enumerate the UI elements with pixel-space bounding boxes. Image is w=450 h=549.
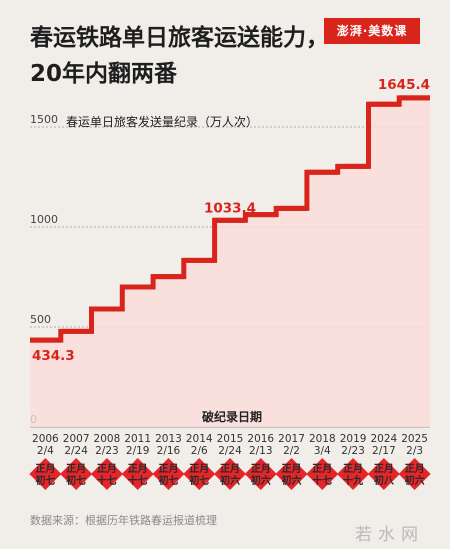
- data-source: 数据来源：根据历年铁路春运报道梳理: [30, 514, 217, 527]
- lunar-tag-bottom: 初七: [35, 474, 55, 487]
- line-layer: [30, 95, 430, 343]
- x-tick-date: 2/2: [283, 445, 300, 457]
- lunar-tag-bottom: 十七: [128, 474, 148, 487]
- x-tick-year: 2024: [370, 433, 397, 445]
- label-layer: 434.3 1033.4 1645.4: [32, 77, 430, 364]
- x-tick-year: 2015: [217, 433, 244, 445]
- lunar-tag-top: 正月: [312, 463, 332, 475]
- x-tick-date: 2/19: [126, 445, 150, 457]
- x-tick-date: 2/17: [372, 445, 396, 457]
- lunar-tag-top: 正月: [405, 463, 425, 475]
- brand-logo: 澎湃·美数课: [324, 18, 420, 44]
- x-tick-year: 2014: [186, 433, 213, 445]
- y-tick-label: 500: [30, 313, 51, 326]
- x-tick-year: 2006: [32, 433, 59, 445]
- x-tick-year: 2011: [124, 433, 151, 445]
- y-axis-title: 春运单日旅客发送量纪录（万人次）: [66, 114, 258, 129]
- x-tick-date: 2/3: [406, 445, 423, 457]
- lunar-tag-top: 正月: [374, 463, 394, 475]
- x-tick-date: 2/23: [95, 445, 119, 457]
- x-tick-date: 2/6: [191, 445, 208, 457]
- lunar-tag-bottom: 初七: [66, 474, 86, 487]
- lunar-tag-top: 正月: [35, 463, 55, 475]
- lunar-tag-top: 正月: [97, 463, 117, 475]
- x-tick-date: 2/16: [157, 445, 181, 457]
- x-tick-year: 2008: [94, 433, 121, 445]
- lunar-tag-top: 正月: [66, 463, 86, 475]
- lunar-tag-top: 正月: [343, 463, 363, 475]
- y-tick-label: 1500: [30, 113, 58, 126]
- x-axis-title: 破纪录日期: [202, 409, 262, 424]
- x-tick-date: 2/13: [249, 445, 273, 457]
- x-tick-year: 2017: [278, 433, 305, 445]
- x-tick-date: 2/23: [341, 445, 365, 457]
- x-tick-year: 2007: [63, 433, 90, 445]
- x-tick-date: 2/24: [64, 445, 88, 457]
- lunar-tag-bottom: 初六: [220, 474, 240, 487]
- x-tick-year: 2016: [247, 433, 274, 445]
- lunar-tag-bottom: 十九: [343, 474, 363, 487]
- area-layer: [30, 97, 430, 428]
- watermark: 若水网: [355, 525, 424, 545]
- data-label: 434.3: [32, 348, 75, 364]
- x-tick-year: 2013: [155, 433, 182, 445]
- page-title: 春运铁路单日旅客运送能力， 20年内翻两番: [30, 25, 329, 87]
- lunar-tag-bottom: 初六: [282, 474, 302, 487]
- x-tick-date: 2/24: [218, 445, 242, 457]
- data-label: 1033.4: [204, 200, 256, 216]
- x-axis: 20062/420072/2420082/2320112/1920132/162…: [32, 433, 428, 457]
- lunar-tag-top: 正月: [189, 463, 209, 475]
- x-tick-year: 2018: [309, 433, 336, 445]
- x-tick-date: 3/4: [314, 445, 331, 457]
- lunar-tag-bottom: 初六: [405, 474, 425, 487]
- lunar-tags: 正月初七正月初七正月十七正月十七正月初七正月初七正月初六正月初六正月初六正月十七…: [29, 457, 431, 490]
- lunar-tag-bottom: 初六: [251, 474, 271, 487]
- lunar-tag-top: 正月: [282, 463, 302, 475]
- lunar-tag-bottom: 十七: [97, 474, 117, 487]
- x-tick-date: 2/4: [37, 445, 54, 457]
- lunar-tag-bottom: 初七: [189, 474, 209, 487]
- lunar-tag-top: 正月: [128, 463, 148, 475]
- lunar-tag-top: 正月: [251, 463, 271, 475]
- lunar-tag-bottom: 十七: [312, 474, 332, 487]
- lunar-tag-bottom: 初七: [158, 474, 178, 487]
- lunar-tag-top: 正月: [158, 463, 178, 475]
- x-tick-year: 2025: [401, 433, 428, 445]
- area-fill: [30, 97, 430, 428]
- lunar-tag-top: 正月: [220, 463, 240, 475]
- lunar-tag-bottom: 初八: [374, 474, 395, 487]
- x-tick-year: 2019: [340, 433, 367, 445]
- y-tick-label: 1000: [30, 213, 58, 226]
- data-label: 1645.4: [378, 77, 430, 93]
